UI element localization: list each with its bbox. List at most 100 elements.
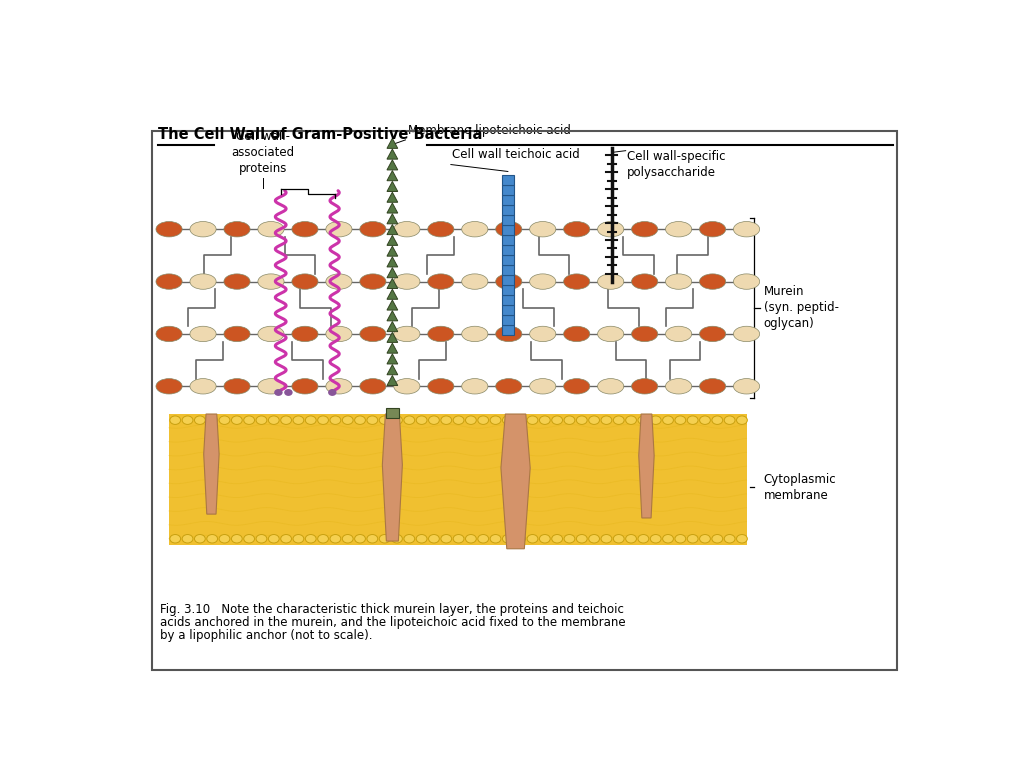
Ellipse shape: [428, 326, 454, 342]
FancyBboxPatch shape: [502, 275, 514, 286]
Ellipse shape: [527, 416, 538, 425]
Ellipse shape: [552, 535, 562, 543]
Ellipse shape: [428, 274, 454, 290]
Ellipse shape: [330, 535, 341, 543]
Ellipse shape: [342, 416, 353, 425]
FancyBboxPatch shape: [502, 255, 514, 266]
Ellipse shape: [540, 416, 550, 425]
Ellipse shape: [527, 535, 538, 543]
Ellipse shape: [462, 221, 487, 237]
Text: Murein
(syn. peptid-
oglycan): Murein (syn. peptid- oglycan): [764, 285, 839, 330]
FancyBboxPatch shape: [502, 184, 514, 195]
Ellipse shape: [736, 416, 748, 425]
Polygon shape: [387, 333, 397, 343]
Ellipse shape: [281, 416, 292, 425]
Text: Membrane lipoteichoic acid: Membrane lipoteichoic acid: [408, 124, 570, 137]
Ellipse shape: [529, 379, 556, 394]
Ellipse shape: [666, 274, 691, 290]
Ellipse shape: [441, 416, 452, 425]
Ellipse shape: [285, 389, 293, 396]
Ellipse shape: [293, 416, 304, 425]
Ellipse shape: [403, 535, 415, 543]
Ellipse shape: [724, 416, 735, 425]
Polygon shape: [387, 224, 397, 234]
Ellipse shape: [367, 416, 378, 425]
Ellipse shape: [503, 535, 513, 543]
Ellipse shape: [666, 379, 691, 394]
Ellipse shape: [462, 326, 487, 342]
Polygon shape: [387, 181, 397, 191]
Ellipse shape: [195, 416, 205, 425]
Ellipse shape: [563, 274, 590, 290]
Ellipse shape: [699, 379, 726, 394]
Ellipse shape: [454, 535, 464, 543]
Polygon shape: [387, 138, 397, 148]
Polygon shape: [387, 192, 397, 202]
Ellipse shape: [416, 535, 427, 543]
Ellipse shape: [354, 416, 366, 425]
Polygon shape: [387, 214, 397, 223]
Polygon shape: [387, 268, 397, 278]
Ellipse shape: [478, 416, 488, 425]
Ellipse shape: [601, 535, 611, 543]
Ellipse shape: [403, 416, 415, 425]
Ellipse shape: [326, 379, 352, 394]
Ellipse shape: [359, 221, 386, 237]
Ellipse shape: [394, 326, 420, 342]
Ellipse shape: [224, 221, 250, 237]
Ellipse shape: [429, 535, 439, 543]
Ellipse shape: [666, 221, 691, 237]
Ellipse shape: [650, 535, 662, 543]
Ellipse shape: [490, 535, 501, 543]
Ellipse shape: [503, 416, 513, 425]
Polygon shape: [204, 414, 219, 514]
Polygon shape: [387, 170, 397, 180]
Polygon shape: [387, 322, 397, 332]
Ellipse shape: [650, 416, 662, 425]
FancyBboxPatch shape: [502, 234, 514, 246]
Ellipse shape: [563, 221, 590, 237]
Ellipse shape: [354, 535, 366, 543]
Text: by a lipophilic anchor (not to scale).: by a lipophilic anchor (not to scale).: [160, 629, 373, 642]
Polygon shape: [387, 203, 397, 213]
Polygon shape: [387, 279, 397, 289]
Ellipse shape: [305, 535, 316, 543]
Ellipse shape: [736, 535, 748, 543]
Ellipse shape: [189, 274, 216, 290]
Ellipse shape: [564, 416, 574, 425]
FancyBboxPatch shape: [502, 194, 514, 205]
Ellipse shape: [733, 379, 760, 394]
Text: Cell wall teichoic acid: Cell wall teichoic acid: [453, 148, 581, 161]
FancyBboxPatch shape: [502, 315, 514, 326]
FancyBboxPatch shape: [502, 224, 514, 235]
Ellipse shape: [379, 416, 390, 425]
Text: Fig. 3.10   Note the characteristic thick murein layer, the proteins and teichoi: Fig. 3.10 Note the characteristic thick …: [160, 603, 624, 616]
Ellipse shape: [466, 416, 476, 425]
Polygon shape: [501, 414, 530, 549]
Ellipse shape: [675, 535, 686, 543]
Text: Cell wall-
associated
proteins: Cell wall- associated proteins: [231, 131, 295, 175]
Ellipse shape: [638, 535, 649, 543]
Ellipse shape: [663, 535, 674, 543]
Ellipse shape: [258, 326, 284, 342]
Ellipse shape: [207, 416, 217, 425]
Ellipse shape: [156, 221, 182, 237]
FancyBboxPatch shape: [502, 325, 514, 336]
Ellipse shape: [429, 416, 439, 425]
Ellipse shape: [195, 535, 205, 543]
FancyBboxPatch shape: [502, 204, 514, 215]
Ellipse shape: [170, 535, 180, 543]
Ellipse shape: [231, 535, 243, 543]
Ellipse shape: [182, 416, 193, 425]
Text: Cell wall-specific
polysaccharide: Cell wall-specific polysaccharide: [628, 150, 726, 179]
FancyBboxPatch shape: [502, 285, 514, 296]
Ellipse shape: [638, 416, 649, 425]
Polygon shape: [387, 376, 397, 386]
Ellipse shape: [598, 274, 624, 290]
FancyBboxPatch shape: [502, 295, 514, 306]
Ellipse shape: [326, 221, 352, 237]
Ellipse shape: [256, 416, 267, 425]
Ellipse shape: [317, 416, 329, 425]
Ellipse shape: [367, 535, 378, 543]
Ellipse shape: [462, 379, 487, 394]
